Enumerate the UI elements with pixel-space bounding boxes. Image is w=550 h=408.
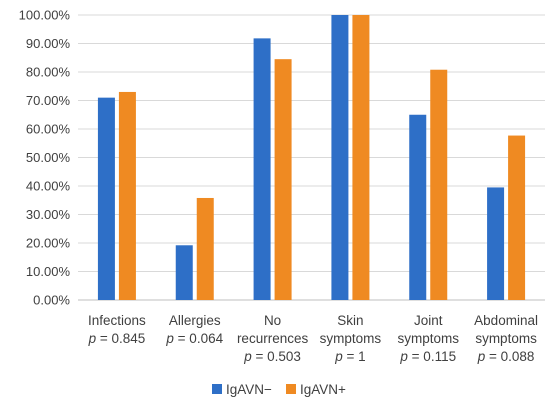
category-label: Joint xyxy=(414,313,443,328)
p-symbol: p xyxy=(88,331,97,346)
category-label: recurrences xyxy=(237,331,309,346)
p-symbol: p xyxy=(477,349,486,364)
p-value-label: p = 1 xyxy=(334,349,365,364)
bar-igavn-pos xyxy=(118,91,136,300)
bar-igavn-neg xyxy=(409,114,427,300)
legend-swatch xyxy=(286,384,296,394)
y-tick-label: 40.00% xyxy=(26,179,71,194)
bar-igavn-neg xyxy=(97,97,115,301)
p-value: = 0.845 xyxy=(96,331,145,346)
y-tick-label: 50.00% xyxy=(26,150,71,165)
p-symbol: p xyxy=(165,331,174,346)
category-label: Abdominal xyxy=(474,313,538,328)
category-label: symptoms xyxy=(397,331,459,346)
y-tick-label: 70.00% xyxy=(26,93,71,108)
p-symbol: p xyxy=(334,349,343,364)
y-tick-label: 10.00% xyxy=(26,264,71,279)
category-label: Allergies xyxy=(169,313,221,328)
bar-igavn-pos xyxy=(274,59,292,300)
category-label: symptoms xyxy=(475,331,537,346)
y-tick-label: 100.00% xyxy=(19,8,71,23)
p-symbol: p xyxy=(399,349,408,364)
p-value: = 0.088 xyxy=(485,349,534,364)
y-tick-label: 30.00% xyxy=(26,207,71,222)
p-value-label: p = 0.115 xyxy=(399,349,456,364)
bar-igavn-neg xyxy=(253,38,271,301)
bar-igavn-pos xyxy=(430,69,448,300)
p-symbol: p xyxy=(243,349,252,364)
bar-igavn-pos xyxy=(196,197,214,300)
bars xyxy=(97,15,526,301)
p-value: = 0.503 xyxy=(252,349,301,364)
y-tick-label: 90.00% xyxy=(26,36,71,51)
legend: IgAVN− IgAVN+ xyxy=(212,382,346,397)
bar-igavn-neg xyxy=(331,15,349,300)
p-value: = 0.115 xyxy=(408,349,456,364)
category-label: Infections xyxy=(88,313,146,328)
bar-igavn-neg xyxy=(175,245,193,300)
legend-label: IgAVN+ xyxy=(300,382,346,397)
legend-label: IgAVN− xyxy=(226,382,272,397)
y-tick-label: 80.00% xyxy=(26,65,71,80)
category-label: symptoms xyxy=(320,331,382,346)
y-tick-label: 0.00% xyxy=(33,293,70,308)
p-value-label: p = 0.064 xyxy=(165,331,223,346)
y-axis-tick-labels: 0.00% 10.00% 20.00% 30.00% 40.00% 50.00% 60.00… xyxy=(19,8,71,308)
p-value: = 1 xyxy=(343,349,366,364)
p-value-label: p = 0.503 xyxy=(243,349,301,364)
p-value-label: p = 0.845 xyxy=(88,331,146,346)
category-label: No xyxy=(264,313,281,328)
bar-igavn-pos xyxy=(352,15,370,300)
gridlines xyxy=(78,14,545,301)
category-label: Skin xyxy=(337,313,363,328)
bar-igavn-pos xyxy=(508,135,526,300)
bar-igavn-neg xyxy=(487,187,505,300)
y-tick-label: 20.00% xyxy=(26,236,71,251)
y-tick-label: 60.00% xyxy=(26,122,71,137)
p-value-label: p = 0.088 xyxy=(477,349,535,364)
legend-swatch xyxy=(212,384,222,394)
p-value: = 0.064 xyxy=(174,331,224,346)
x-axis-category-labels: Infections p = 0.845 Allergies p = 0.064 No r… xyxy=(88,313,538,364)
